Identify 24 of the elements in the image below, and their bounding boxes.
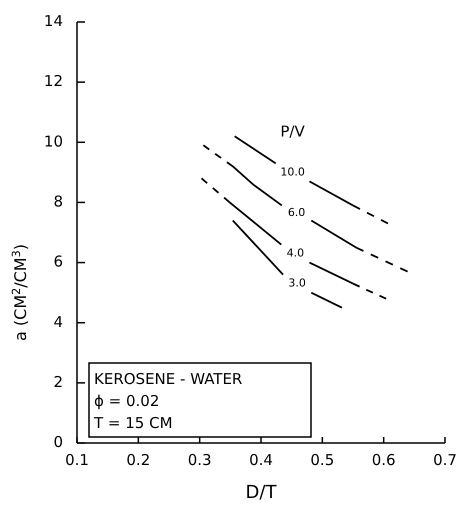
y-tick-label: 8 xyxy=(53,192,63,211)
series-label: 3.0 xyxy=(288,276,306,290)
series-label: 4.0 xyxy=(286,246,304,260)
y-tick-label: 4 xyxy=(53,312,63,331)
x-tick-label: 0.6 xyxy=(372,451,396,469)
y-tick-label: 12 xyxy=(44,72,63,90)
x-tick-label: 0.3 xyxy=(188,451,212,469)
x-tick-label: 0.1 xyxy=(65,451,89,469)
annotation: ϕ = 0.02 xyxy=(94,392,160,410)
x-tick-label: 0.5 xyxy=(310,451,334,469)
x-tick-label: 0.7 xyxy=(433,451,457,469)
x-tick-label: 0.2 xyxy=(126,451,150,469)
y-tick-label: 6 xyxy=(53,252,63,271)
legend-title: P/V xyxy=(280,122,306,140)
y-tick-label: 2 xyxy=(53,372,63,391)
series-label: 6.0 xyxy=(288,206,306,219)
x-tick-label: 0.4 xyxy=(249,451,273,469)
annotation: KEROSENE - WATER xyxy=(94,370,242,388)
y-tick-label: 14 xyxy=(44,12,63,30)
y-tick-label: 0 xyxy=(53,433,63,452)
x-axis-title: D/T xyxy=(246,482,278,503)
series-label: 10.0 xyxy=(280,165,305,178)
y-tick-label: 10 xyxy=(44,132,63,150)
annotation: T = 15 CM xyxy=(93,414,173,432)
